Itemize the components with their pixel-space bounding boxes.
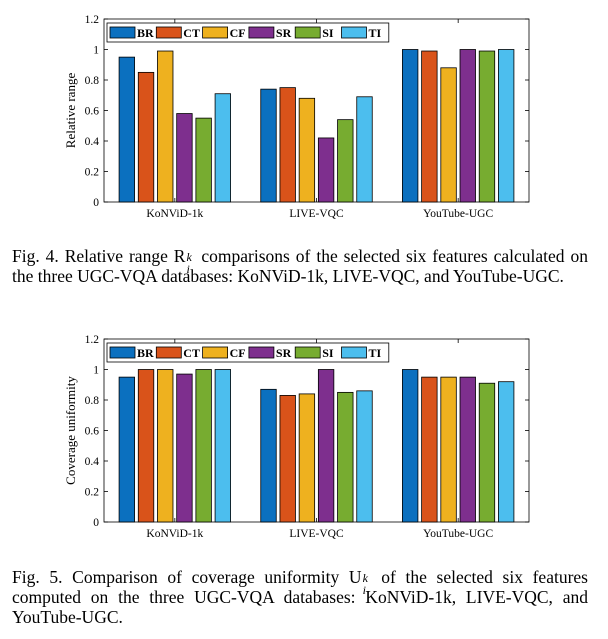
y-tick-label: 0.2 (85, 487, 100, 499)
y-tick-label: 1.2 (85, 334, 100, 346)
bar-ti (356, 390, 373, 523)
bar-ti (498, 381, 515, 523)
bar-br (260, 388, 277, 523)
bar-br (260, 88, 277, 203)
y-tick-label: 0 (93, 197, 99, 209)
bar-si (337, 391, 354, 523)
bar-ct (421, 50, 438, 203)
y-tick-label: 0.8 (85, 395, 100, 407)
y-tick-label: 0.8 (85, 75, 100, 87)
legend-swatch-cf (202, 26, 229, 39)
legend-label-ct: CT (183, 346, 200, 360)
coverage-uniformity-chart: 0 0.2 0.4 0.6 0.8 1 1.2 Coverage uniformity KoNV… (63, 334, 530, 540)
y-tick-label: 1 (93, 365, 99, 377)
bar-ti (214, 369, 231, 523)
legend-swatch-si (294, 26, 321, 39)
legend-swatch-br (109, 26, 136, 39)
bar-cf (440, 67, 457, 203)
caption-subscript: i (186, 262, 190, 276)
y-tick-label: 1.2 (85, 14, 100, 26)
bar-ti (498, 49, 515, 203)
y-axis-label: Coverage uniformity (63, 376, 78, 485)
bar-cf (298, 393, 316, 523)
bar-ti (214, 93, 231, 203)
caption-text: of the selected six features computed on… (12, 567, 588, 627)
legend-swatch-ti (341, 346, 367, 359)
legend-swatch-si (294, 346, 321, 359)
bar-sr (317, 369, 335, 523)
bar-ct (279, 87, 296, 203)
legend-label-sr: SR (276, 26, 292, 40)
bar-cf (157, 50, 174, 203)
y-tick-label: 0.4 (85, 456, 100, 468)
legend-swatch-ct (155, 26, 182, 39)
caption-superscript: k (186, 250, 192, 264)
y-axis-label: Relative range (63, 73, 78, 149)
bar-ct (421, 376, 438, 523)
legend-label-sr: SR (276, 346, 292, 360)
legend-label-ti: TI (369, 346, 382, 360)
y-tick-label: 0 (93, 517, 99, 529)
legend-label-br: BR (137, 346, 154, 360)
caption-subscript: i (362, 583, 366, 597)
y-tick-label: 0.6 (85, 426, 100, 438)
y-tick-label: 0.6 (85, 106, 100, 118)
bar-cf (440, 376, 457, 523)
x-tick-label: KoNViD-1k (146, 208, 203, 220)
bar-sr (459, 376, 476, 523)
legend-swatch-br (109, 346, 136, 359)
legend-label-si: SI (322, 26, 334, 40)
bar-sr (176, 373, 193, 523)
y-tick-label: 0.4 (85, 136, 100, 148)
legend-label-si: SI (322, 346, 334, 360)
legend-swatch-sr (248, 346, 275, 359)
bar-ct (137, 71, 155, 203)
bar-si (195, 369, 212, 523)
bar-sr (317, 137, 335, 203)
bar-br (402, 49, 419, 203)
x-tick-label: LIVE-VQC (289, 208, 344, 220)
legend-swatch-cf (202, 346, 229, 359)
bar-cf (157, 369, 174, 523)
y-tick-label: 1 (93, 45, 99, 57)
x-tick-label: YouTube-UGC (423, 528, 493, 540)
caption-text: Fig. 4. Relative range R (12, 246, 186, 266)
legend-label-cf: CF (230, 26, 246, 40)
legend-swatch-sr (248, 26, 275, 39)
figure-5-caption: Fig. 5. Comparison of coverage uniformit… (12, 567, 588, 627)
bar-br (118, 376, 135, 523)
bar-si (478, 50, 496, 203)
x-tick-label: YouTube-UGC (423, 208, 493, 220)
bar-br (402, 369, 419, 523)
bar-ct (279, 395, 296, 523)
x-tick-label: KoNViD-1k (146, 528, 203, 540)
caption-superscript: k (362, 571, 368, 585)
bar-ct (137, 369, 155, 523)
bar-sr (176, 113, 193, 203)
bar-si (337, 119, 354, 203)
bar-si (195, 117, 212, 203)
relative-range-chart: 0 0.2 0.4 0.6 0.8 1 1.2 Relative range KoNViD-1k… (63, 14, 530, 220)
legend-swatch-ct (155, 346, 182, 359)
caption-text: comparisons of the selected six features… (12, 246, 588, 286)
bar-ti (356, 96, 373, 203)
legend-swatch-ti (341, 26, 367, 39)
bar-si (478, 382, 496, 523)
caption-text: Fig. 5. Comparison of coverage uniformit… (12, 567, 362, 587)
x-tick-label: LIVE-VQC (289, 528, 344, 540)
bar-br (118, 56, 135, 203)
legend-label-ti: TI (369, 26, 382, 40)
legend-label-ct: CT (183, 26, 200, 40)
bar-cf (298, 97, 316, 203)
legend-label-br: BR (137, 26, 154, 40)
y-tick-label: 0.2 (85, 167, 100, 179)
legend-label-cf: CF (230, 346, 246, 360)
bar-sr (459, 49, 476, 203)
